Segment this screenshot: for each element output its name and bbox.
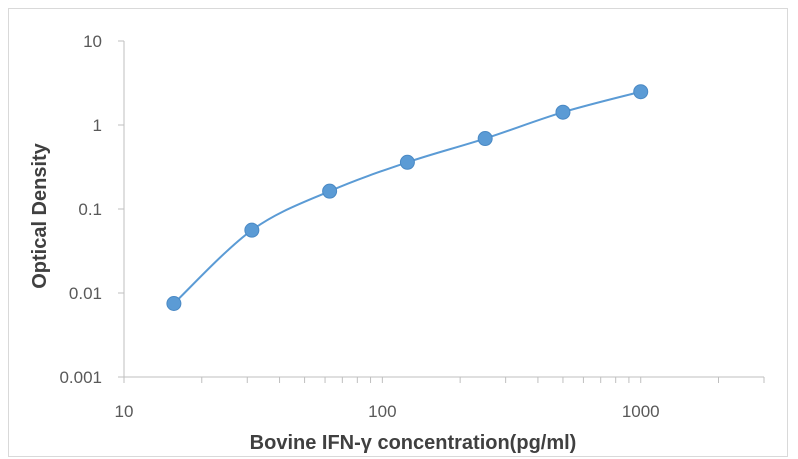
y-tick-label: 0.1	[78, 200, 102, 219]
data-point	[555, 104, 571, 120]
x-tick-labels: 10 100 1000	[115, 402, 660, 421]
tick-marks	[118, 40, 765, 383]
data-point	[477, 131, 493, 147]
y-tick-label: 10	[83, 32, 102, 51]
y-tick-label: 0.001	[59, 368, 102, 387]
x-axis-title: Bovine IFN-γ concentration(pg/ml)	[250, 432, 577, 454]
x-tick-label: 10	[115, 402, 134, 421]
data-points	[166, 84, 649, 311]
data-point	[633, 84, 649, 100]
chart-frame	[8, 8, 788, 457]
x-tick-label: 1000	[622, 402, 660, 421]
y-tick-labels: 10 1 0.1 0.01 0.001	[59, 32, 102, 387]
data-point	[244, 222, 260, 238]
data-point	[322, 183, 338, 199]
y-tick-label: 0.01	[69, 284, 102, 303]
data-point	[166, 295, 182, 311]
data-point	[399, 154, 415, 170]
axes	[123, 41, 764, 378]
series-line	[173, 90, 641, 305]
x-tick-label: 100	[368, 402, 396, 421]
y-axis-title: Optical Density	[29, 142, 51, 288]
y-tick-label: 1	[93, 116, 102, 135]
